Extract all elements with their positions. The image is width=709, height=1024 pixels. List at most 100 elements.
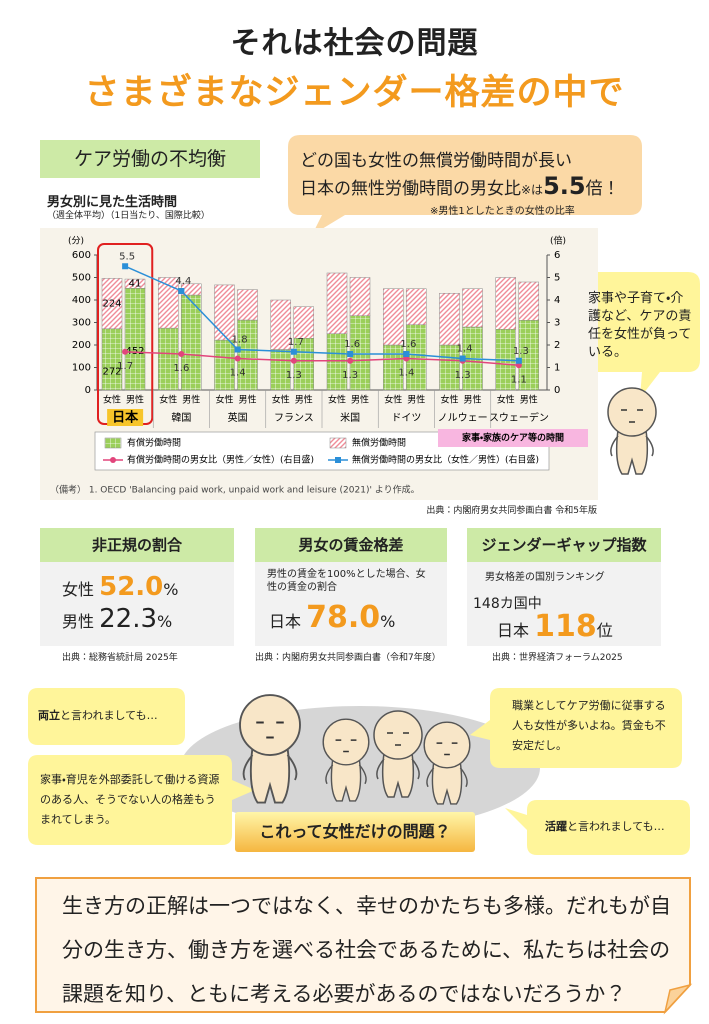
callout-line: どの国も女性の無償労働時間が長い [300,151,572,171]
character-body [381,752,415,798]
character [607,387,657,475]
line [124,265,519,362]
callout-line: 日本の無性労働時間の男女比※は5.5倍！ [300,172,620,200]
y-tick-label: 300 [72,318,91,329]
data-label: 41 [129,279,142,290]
bar-segment [406,288,427,325]
bar-segment [158,327,179,391]
character-speech: 家事や子育て・介護など、ケアの責任を女性が負っている。 [588,291,692,360]
point [290,348,297,355]
y-tick-label: 500 [72,273,91,284]
group-label: ノルウェー [438,412,488,424]
x-tick-label: 男性 [126,394,144,406]
legend-label: 有償労働時間の男女比（男性／女性）(右目盛) [127,454,314,466]
group-label: 韓国 [171,412,191,424]
group-label: 英国 [228,411,248,424]
character-arms [376,758,420,780]
stat-title: 男女の賃金格差 [255,528,447,562]
character [239,694,301,804]
point-label: 1.3 [342,370,358,381]
bar-segment [270,299,291,350]
bubble-shape [28,755,255,845]
x-tick-label: 男性 [463,394,481,406]
callout-shape [288,135,642,235]
y2-tick-label: 5 [554,273,560,284]
x-tick-label: 女性 [103,394,121,406]
point [122,263,129,270]
y2-tick-label: 4 [554,295,560,306]
stat-label: 男性 [62,612,95,631]
point [290,357,297,364]
line [125,351,519,366]
legend-label: 有償労働時間 [127,437,181,449]
chart-subtitle: （週全体平均）（1日当たり、国際比較） [47,211,210,221]
character-body [249,746,291,804]
conclusion: 生き方の正解は一つではなく、幸せのかたちも多様。だれもが自分の生き方、働き方を選… [62,894,671,1006]
stat-label: 女性 [62,580,95,599]
legend-label: 無償労働時間 [352,437,406,449]
point [403,351,410,357]
character-arms [426,767,468,788]
point-label: 1.3 [455,370,471,381]
callout-mark: ※は [521,183,544,197]
stat-value: 52.0 [99,572,164,602]
y-tick-label: 400 [72,295,91,306]
character-head [607,387,657,437]
group-label: 米国 [340,411,360,424]
character [373,710,423,798]
character-head [239,694,301,756]
section-label: ケア労働の不均衡 [40,140,260,178]
bar-segment [101,278,123,330]
character-head [423,721,471,769]
y2-tick-label: 0 [554,385,560,396]
bar-segment [237,289,258,321]
bar-segment [326,272,348,334]
stat-unit: % [163,580,179,599]
stat-card: 男女の賃金格差 男性の賃金を100%とした場合、女性の賃金の割合 日本 78.0… [255,528,447,635]
point-label: 1.7 [117,361,133,372]
bubble-text: 職業としてケア労働に従事する人も女性が多いよね。賃金も不安定だし。 [512,699,666,752]
callout-unit: 倍！ [585,179,620,199]
y-tick-label: 200 [72,340,91,351]
chart-note: （備考） 1. OECD 'Balancing paid work, unpai… [50,484,420,496]
bar-segment [158,277,179,329]
group-label: ドイツ [391,413,421,424]
x-tick-label: 男性 [351,394,369,406]
x-tick-label: 女性 [328,394,346,406]
bar-segment [349,277,371,316]
y2-axis-label: (倍) [550,235,566,247]
character-head [322,718,370,766]
bubble-text: 活躍と言われましても… [545,817,665,837]
x-tick-label: 女性 [215,394,233,406]
point-label: 1.3 [513,346,529,357]
character [423,721,471,805]
banner-shape [235,812,475,852]
annotation-box [438,429,588,447]
x-tick-label: 女性 [384,394,402,406]
chart: (分) (倍) 0 100 200 300 400 500 600 0 1 2 3 4 5 6 272 224 女性… [40,228,598,500]
stat-unit: % [380,612,396,631]
speech-bubble [586,272,700,398]
bar-segment [383,288,404,346]
banner: これって女性だけの問題？ [259,822,451,841]
stat-value: 78.0 [306,600,381,635]
stat-source: 出典：内閣府男女共同参画白書（令和7年度） [255,653,441,663]
character-body [615,429,649,475]
point [178,288,185,294]
callout-note: ※男性1としたときの女性の比率 [430,206,575,217]
stat-row: 日本 78.0% [269,600,447,635]
x-tick-label: 男性 [238,394,256,406]
point-label: 1.3 [286,370,302,381]
bubble-shape [28,688,185,745]
legend-swatch [104,437,122,449]
data-label: 224 [102,299,121,310]
y-tick-label: 600 [72,250,91,261]
bar-segment [518,281,539,321]
character-face [335,739,357,753]
x-tick-label: 男性 [407,394,425,406]
y2-tick-label: 1 [554,363,560,374]
character [322,718,370,802]
bubble-shape [470,688,682,768]
legend-marker [110,457,116,463]
y-axis-label: (分) [68,236,84,247]
